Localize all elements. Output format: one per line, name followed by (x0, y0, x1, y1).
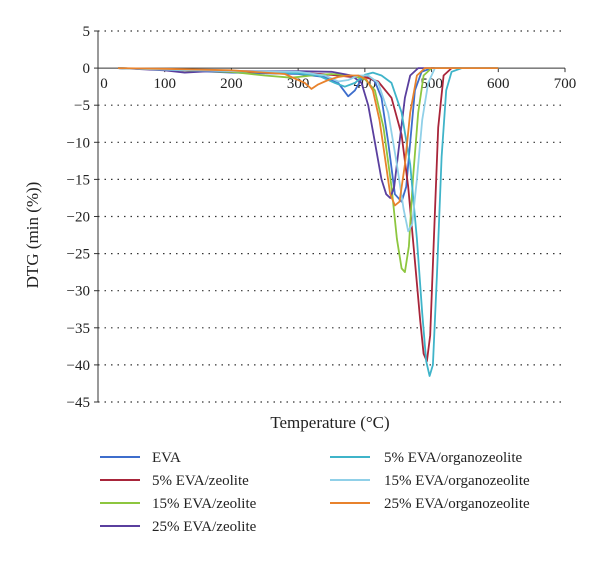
series-line-1 (117, 67, 499, 363)
x-tick-label-0: 0 (100, 76, 108, 92)
legend-label-5: 15% EVA/organozeolite (384, 473, 530, 489)
y-tick-label-5: −20 (67, 210, 90, 226)
series-lines (117, 67, 499, 377)
x-tick-label-7: 700 (554, 76, 577, 92)
x-tick-labels: 0 100 200 300 400 500 600 700 (100, 76, 576, 92)
legend-label-1: 5% EVA/zeolite (152, 473, 249, 489)
legend: EVA 5% EVA/zeolite 15% EVA/zeolite 25% EVA/… (100, 450, 530, 535)
y-tick-label-1: 0 (83, 61, 91, 77)
x-tick-label-3: 300 (287, 76, 310, 92)
x-tick-label-2: 200 (220, 76, 243, 92)
y-tick-label-0: 5 (83, 24, 91, 40)
y-tick-label-9: −40 (67, 358, 90, 374)
y-axis-title: DTG (min (%)) (23, 182, 42, 289)
x-axis-title: Temperature (°C) (270, 413, 389, 432)
y-tick-labels: 5 0 −5 −10 −15 −20 −25 −30 −35 −40 −45 (67, 24, 90, 411)
legend-label-6: 25% EVA/organozeolite (384, 496, 530, 512)
y-tick-label-6: −25 (67, 247, 90, 263)
y-tick-label-10: −45 (67, 395, 90, 411)
x-tick-label-5: 500 (420, 76, 443, 92)
legend-label-2: 15% EVA/zeolite (152, 496, 257, 512)
y-tick-label-8: −35 (67, 321, 90, 337)
y-tick-label-3: −10 (67, 135, 90, 151)
legend-label-4: 5% EVA/organozeolite (384, 450, 523, 466)
y-tick-label-7: −30 (67, 284, 90, 300)
y-tick-label-2: −5 (74, 98, 90, 114)
x-tick-label-1: 100 (153, 76, 176, 92)
legend-label-0: EVA (152, 450, 181, 466)
series-line-6 (117, 67, 499, 207)
y-tick-label-4: −15 (67, 172, 90, 188)
series-line-5 (117, 67, 499, 233)
x-tick-label-6: 600 (487, 76, 510, 92)
series-line-2 (117, 67, 499, 273)
series-line-4 (117, 67, 499, 377)
legend-label-3: 25% EVA/zeolite (152, 519, 257, 535)
